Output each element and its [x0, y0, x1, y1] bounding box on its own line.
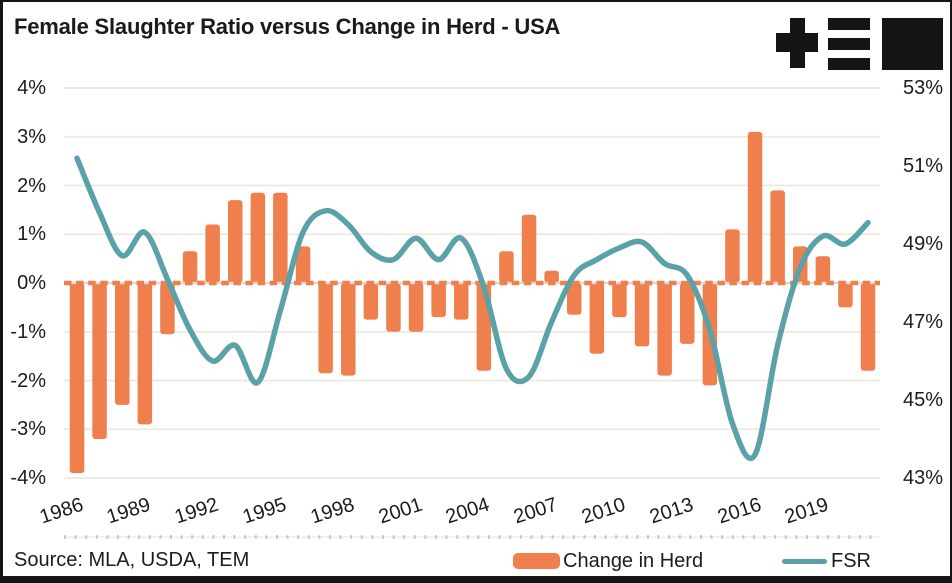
left-axis-tick--3%: -3% — [10, 418, 46, 441]
bar-2020 — [838, 283, 853, 308]
left-axis-tick-1%: 1% — [17, 223, 46, 246]
bar-1999 — [363, 283, 379, 320]
bar-1997 — [318, 283, 333, 374]
bar-2019 — [815, 256, 831, 283]
chart-title: Female Slaughter Ratio versus Change in … — [14, 14, 561, 39]
left-axis-tick--1%: -1% — [10, 320, 46, 343]
bottom-bar — [0, 576, 952, 583]
bar-2021 — [860, 283, 876, 371]
bar-2007 — [544, 270, 559, 283]
left-axis-tick--4%: -4% — [10, 467, 46, 489]
frame-border-left — [0, 0, 3, 583]
right-axis-tick-43%: 43% — [903, 467, 944, 489]
bar-2008 — [567, 283, 582, 315]
bar-2005 — [499, 251, 514, 283]
left-axis-tick-3%: 3% — [17, 125, 46, 148]
bar-2010 — [612, 283, 627, 318]
bar-1998 — [341, 283, 356, 376]
bar-1992 — [205, 224, 220, 283]
right-axis-tick-51%: 51% — [903, 155, 944, 177]
bar-1995 — [273, 192, 288, 283]
bar-1987 — [92, 283, 107, 439]
block-m-icon — [882, 18, 943, 70]
bar-1993 — [228, 200, 243, 283]
bar-2012 — [657, 283, 672, 376]
source-text: Source: MLA, USDA, TEM — [14, 549, 250, 571]
tem-logo-icon — [776, 18, 943, 70]
plus-icon — [776, 18, 818, 68]
bar-2001 — [408, 283, 424, 332]
bar-2002 — [431, 283, 446, 318]
legend-bar-swatch — [513, 553, 560, 569]
bar-1994 — [250, 192, 266, 283]
bar-1986 — [69, 283, 85, 474]
triple-bar-icon — [828, 18, 870, 70]
bar-2015 — [725, 229, 740, 283]
bar-1989 — [137, 283, 153, 425]
right-axis-tick-53%: 53% — [903, 77, 944, 99]
bar-1991 — [182, 251, 198, 283]
legend-line-label: FSR — [831, 550, 871, 572]
left-axis-tick-4%: 4% — [17, 77, 46, 99]
bar-1996 — [295, 246, 311, 283]
left-axis-tick-2%: 2% — [17, 174, 46, 197]
right-axis-tick-45%: 45% — [903, 389, 944, 411]
bar-2017 — [770, 190, 785, 283]
bar-2016 — [747, 131, 763, 283]
bar-2000 — [386, 283, 401, 332]
frame-border-right — [950, 0, 952, 583]
bar-2011 — [634, 283, 650, 347]
legend-line-swatch — [782, 559, 827, 564]
bar-2009 — [589, 283, 605, 354]
bar-2013 — [680, 283, 695, 344]
bar-1990 — [160, 283, 175, 335]
left-axis-tick-0%: 0% — [17, 272, 46, 294]
legend-bar-label: Change in Herd — [563, 550, 704, 572]
left-axis-tick--2%: -2% — [10, 369, 46, 392]
fsr-line — [74, 155, 871, 461]
right-axis-tick-49%: 49% — [903, 233, 944, 255]
right-axis-tick-47%: 47% — [903, 311, 944, 333]
bar-2003 — [454, 283, 469, 320]
frame-border-top — [0, 0, 952, 2]
bar-1988 — [115, 283, 130, 405]
bar-2006 — [521, 214, 537, 284]
